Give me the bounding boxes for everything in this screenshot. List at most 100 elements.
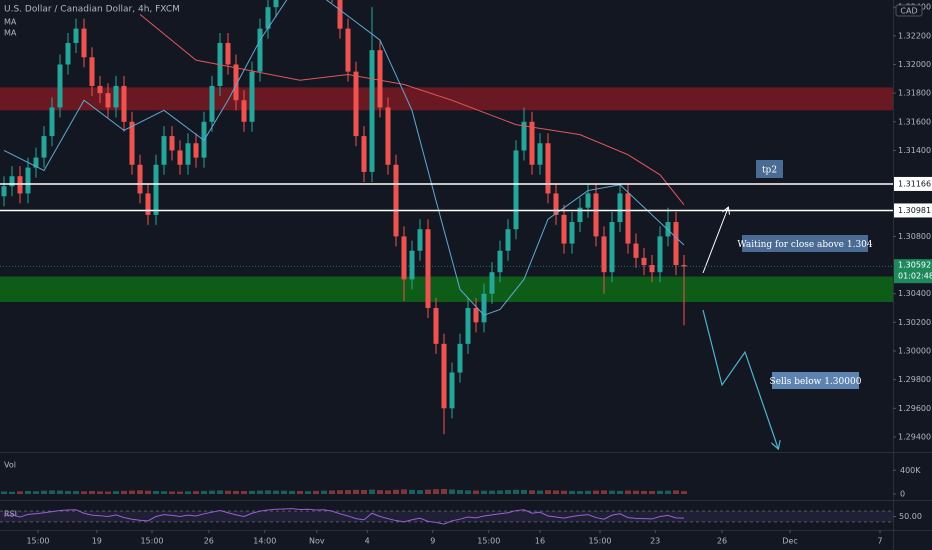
volume-bar xyxy=(193,491,199,494)
x-tick-label: 9 xyxy=(430,537,435,546)
y-tick-label: 0 xyxy=(900,490,905,499)
volume-bar xyxy=(1,491,7,494)
rsi-line xyxy=(3,508,685,525)
volume-bar xyxy=(265,490,271,494)
x-tick-label: 16 xyxy=(535,537,545,546)
pane-label: Vol xyxy=(4,461,16,470)
candle-body xyxy=(513,150,519,230)
volume-bar xyxy=(177,491,183,494)
volume-bar xyxy=(33,491,39,494)
candle-body xyxy=(457,343,463,373)
volume-bar xyxy=(217,490,223,494)
rsi-band xyxy=(0,511,893,522)
currency-label: CAD xyxy=(900,7,917,16)
y-tick-label: 1.32200 xyxy=(898,31,931,40)
volume-bar xyxy=(273,490,279,494)
volume-bar xyxy=(537,490,543,494)
volume-bar xyxy=(345,490,351,494)
candle-body xyxy=(529,121,535,165)
volume-bar xyxy=(97,491,103,494)
volume-bar xyxy=(185,491,191,494)
candle-body xyxy=(345,28,351,72)
volume-bar xyxy=(145,490,151,494)
price-pane xyxy=(0,0,893,435)
volume-bar xyxy=(153,491,159,494)
volume-bar xyxy=(121,490,127,494)
candle-body xyxy=(273,0,279,8)
candle-body xyxy=(577,207,583,223)
volume-bar xyxy=(393,489,399,494)
level-label: 1.31166 xyxy=(898,179,931,188)
volume-bar xyxy=(593,490,599,494)
volume-bar xyxy=(465,490,471,494)
chart-title: U.S. Dollar / Canadian Dollar, 4h, FXCM xyxy=(4,5,180,15)
annotation: tp2 xyxy=(762,166,777,176)
candle-body xyxy=(249,71,255,122)
candle-body xyxy=(57,64,63,108)
candle-body xyxy=(561,214,567,244)
candle-body xyxy=(521,121,527,151)
candle-body xyxy=(337,0,343,29)
candle-body xyxy=(601,236,607,273)
candle-body xyxy=(1,186,7,197)
candle-body xyxy=(265,7,271,29)
candle-body xyxy=(49,107,55,137)
candle-body xyxy=(73,28,79,43)
level-box xyxy=(894,203,932,218)
y-tick-label: 1.31800 xyxy=(898,89,931,98)
candle-body xyxy=(97,85,103,94)
volume-bar xyxy=(601,490,607,494)
arrow-down xyxy=(702,309,778,448)
level-box xyxy=(894,176,932,191)
volume-bar xyxy=(241,491,247,494)
candle-body xyxy=(257,28,263,72)
x-tick-label: 4 xyxy=(365,537,370,546)
volume-bar xyxy=(553,490,559,494)
volume-bar xyxy=(377,490,383,494)
candle-body xyxy=(33,157,39,168)
candle-body xyxy=(361,136,367,172)
legend-entry: MA xyxy=(4,18,17,27)
volume-bar xyxy=(681,491,687,494)
volume-bar xyxy=(137,490,143,494)
volume-bar xyxy=(161,491,167,494)
candle-body xyxy=(385,107,391,165)
candle-body xyxy=(41,136,47,158)
annotation: Sells below 1.30000 xyxy=(770,377,862,387)
candle-body xyxy=(185,143,191,165)
volume-bar xyxy=(9,491,15,494)
volume-bar xyxy=(529,490,535,494)
volume-bar xyxy=(577,491,583,494)
candle-body xyxy=(369,50,375,172)
x-tick-label: 15:00 xyxy=(477,537,500,546)
volume-bar xyxy=(569,490,575,494)
y-tick-label: 1.31400 xyxy=(898,146,931,155)
y-tick-label: 1.30400 xyxy=(898,289,931,298)
x-tick-label: 15:00 xyxy=(26,537,49,546)
zone xyxy=(0,276,893,303)
candle-body xyxy=(161,136,167,165)
candle-body xyxy=(425,229,431,309)
candle-body xyxy=(225,42,231,65)
volume-bar xyxy=(129,490,135,494)
candle-body xyxy=(89,57,95,86)
x-tick-label: Nov xyxy=(309,537,325,546)
candle-body xyxy=(353,71,359,137)
candle-body xyxy=(649,265,655,273)
volume-bar xyxy=(425,489,431,494)
y-tick-label: 1.29800 xyxy=(898,375,931,384)
volume-bar xyxy=(481,490,487,494)
annotation-box xyxy=(742,235,868,252)
candle-body xyxy=(209,85,215,122)
volume-bar xyxy=(665,490,671,494)
x-tick-label: 15:00 xyxy=(588,537,611,546)
y-tick-label: 1.30000 xyxy=(898,346,931,355)
currency-box xyxy=(895,4,923,17)
countdown-label: 01:02:48 xyxy=(898,272,932,281)
candle-body xyxy=(177,150,183,165)
legend-entry: MA xyxy=(4,29,17,38)
y-tick-label: 1.31600 xyxy=(898,117,931,126)
candle-body xyxy=(153,164,159,215)
volume-bar xyxy=(17,491,23,494)
volume-bar xyxy=(457,489,463,494)
